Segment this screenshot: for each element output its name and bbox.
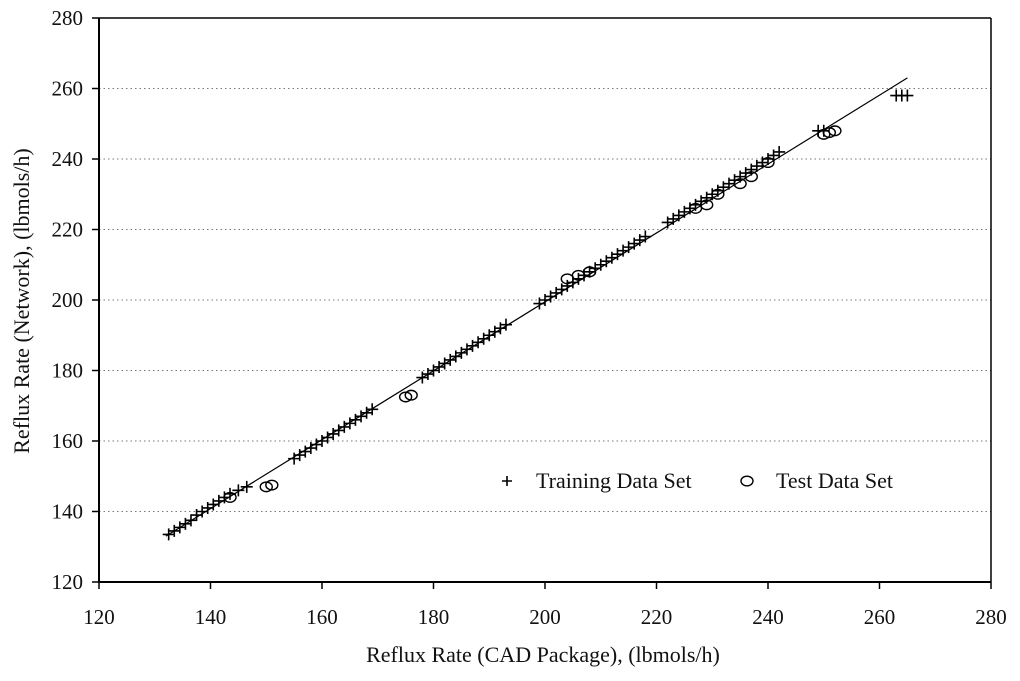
data-points — [162, 89, 914, 541]
reference-line — [165, 77, 908, 537]
training-point-12 — [232, 484, 245, 497]
x-tick-label-120: 120 — [83, 605, 115, 629]
y-tick-label-220: 220 — [52, 218, 84, 242]
test-point-9 — [699, 199, 714, 211]
test-point-0 — [223, 491, 237, 503]
test-point-10 — [711, 188, 725, 200]
training-point-4 — [184, 514, 197, 527]
training-point-13 — [240, 480, 253, 493]
y-tick-label-280: 280 — [52, 6, 84, 30]
y-tick-label-160: 160 — [52, 429, 84, 453]
legend-marker-training — [502, 476, 512, 486]
test-point-2 — [265, 479, 279, 491]
x-tick-label-240: 240 — [752, 605, 784, 629]
legend: Training Data Set Test Data Set — [502, 468, 893, 493]
x-tick-label-180: 180 — [418, 605, 450, 629]
x-tick-label-200: 200 — [529, 605, 561, 629]
y-tick-label-140: 140 — [52, 500, 84, 524]
test-point-11 — [733, 178, 747, 190]
training-point-28 — [366, 403, 379, 416]
x-tick-label-220: 220 — [641, 605, 673, 629]
y-tick-label-180: 180 — [52, 359, 84, 383]
y-tick-label-120: 120 — [52, 570, 84, 594]
test-point-4 — [404, 389, 418, 401]
y-axis-title: Reflux Rate (Network), (lbmols/h) — [9, 148, 34, 454]
training-point-44 — [499, 318, 512, 331]
test-point-7 — [582, 266, 597, 278]
legend-plus-icon — [502, 476, 512, 486]
test-point-12 — [744, 171, 758, 183]
axes — [92, 17, 992, 589]
legend-label-training: Training Data Set — [536, 468, 692, 493]
y-tick-label-260: 260 — [52, 77, 84, 101]
training-point-90 — [901, 89, 914, 102]
reference-line-layer — [165, 77, 908, 537]
y-tick-label-240: 240 — [52, 147, 84, 171]
x-tick-label-140: 140 — [195, 605, 227, 629]
x-tick-label-160: 160 — [306, 605, 338, 629]
x-tick-label-280: 280 — [975, 605, 1007, 629]
legend-circle-icon — [740, 475, 754, 487]
legend-label-test: Test Data Set — [776, 468, 893, 493]
training-point-85 — [773, 145, 786, 158]
x-tick-label-260: 260 — [864, 605, 896, 629]
y-tick-label-200: 200 — [52, 288, 84, 312]
test-point-13 — [761, 157, 775, 169]
x-axis-title: Reflux Rate (CAD Package), (lbmols/h) — [366, 642, 720, 667]
tick-labels: 120 140 160 180 200 220 240 260 280 120 140 160 180 2… — [52, 6, 1007, 629]
training-point-64 — [639, 230, 652, 243]
grid-lines — [99, 88, 991, 512]
legend-marker-test — [740, 475, 754, 487]
test-point-16 — [828, 125, 842, 137]
